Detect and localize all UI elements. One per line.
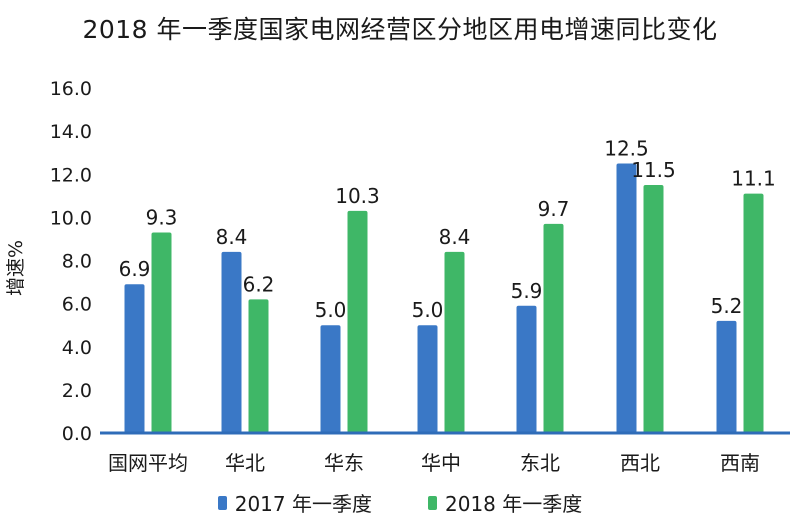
y-tick-label: 2.0: [62, 380, 92, 402]
data-label: 9.3: [146, 205, 178, 229]
category-labels: 国网平均 华北 华东 华中 东北 西北 西南: [108, 451, 760, 475]
category-label: 国网平均: [108, 451, 188, 475]
bar-2017: [516, 305, 537, 433]
y-axis-ticks: 0.0 2.0 4.0 6.0 8.0 10.0 12.0 14.0 16.0: [50, 78, 92, 445]
legend-item-2017: 2017 年一季度: [217, 488, 372, 517]
legend: 2017 年一季度 2018 年一季度: [0, 488, 800, 517]
category-label: 华中: [421, 451, 461, 475]
bar-2018: [643, 185, 664, 433]
bars: [124, 163, 764, 433]
data-label: 5.0: [315, 298, 347, 322]
legend-item-2018: 2018 年一季度: [428, 488, 582, 517]
data-label: 5.9: [511, 279, 543, 303]
data-label: 12.5: [604, 136, 649, 160]
y-tick-label: 12.0: [50, 164, 92, 186]
data-label: 8.4: [216, 225, 248, 249]
category-label: 东北: [520, 451, 560, 475]
chart-title: 2018 年一季度国家电网经营区分地区用电增速同比变化: [82, 15, 718, 44]
legend-label-2018: 2018 年一季度: [445, 492, 583, 516]
bar-2017: [616, 163, 637, 433]
bar-2018: [347, 210, 368, 433]
y-tick-label: 14.0: [50, 121, 92, 143]
data-labels: 6.9 9.3 8.4 6.2 5.0 10.3 5.0 8.4 5.9 9.7 12.511.5 5…: [119, 136, 776, 322]
category-label: 华北: [225, 451, 265, 475]
bar-2017: [221, 251, 242, 433]
data-label: 6.9: [119, 257, 151, 281]
bar-2018: [151, 232, 172, 433]
y-tick-label: 10.0: [50, 207, 92, 229]
data-label: 5.0: [412, 298, 444, 322]
y-tick-label: 6.0: [62, 294, 92, 316]
data-label: 5.2: [711, 294, 743, 318]
bar-2018: [743, 193, 764, 433]
y-axis-label: 增速%: [5, 240, 27, 296]
data-label: 9.7: [538, 197, 570, 221]
y-tick-label: 4.0: [62, 337, 92, 359]
legend-swatch-2018: [428, 495, 437, 510]
y-tick-label: 0.0: [62, 423, 92, 445]
legend-swatch-2017: [217, 495, 227, 510]
bar-2018: [543, 223, 564, 433]
bar-2018: [444, 251, 465, 433]
category-label: 华东: [324, 451, 364, 475]
data-label: 11.1: [731, 167, 776, 191]
category-label: 西南: [720, 451, 760, 475]
legend-label-2017: 2017 年一季度: [234, 492, 372, 516]
data-label: 8.4: [439, 225, 471, 249]
bar-2017: [124, 284, 145, 433]
bar-2017: [320, 325, 341, 433]
bar-2018: [248, 299, 269, 433]
data-label: 10.3: [335, 184, 380, 208]
data-label: 11.5: [631, 158, 676, 182]
bar-chart: 0.0 2.0 4.0 6.0 8.0 10.0 12.0 14.0 16.0 增速% 6.9 9…: [5, 78, 790, 475]
data-label: 6.2: [243, 272, 275, 296]
bar-2017: [716, 320, 737, 433]
bar-2017: [417, 325, 438, 433]
y-tick-label: 16.0: [50, 78, 92, 100]
y-tick-label: 8.0: [62, 251, 92, 273]
category-label: 西北: [620, 451, 660, 475]
